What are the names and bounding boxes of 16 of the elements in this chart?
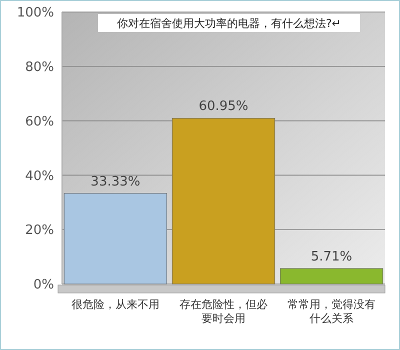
data-label: 5.71%	[310, 249, 352, 264]
x-tick-label: 很危险，从来不用	[71, 298, 160, 311]
data-label: 33.33%	[90, 174, 140, 190]
y-tick-label: 60%	[25, 114, 54, 130]
y-tick-label: 0%	[33, 278, 54, 293]
bar	[172, 118, 276, 284]
x-tick-label: 存在危险性，但必要时会用	[180, 298, 268, 325]
y-tick-label: 20%	[25, 223, 54, 238]
bar	[280, 268, 384, 284]
y-tick-label: 40%	[25, 168, 54, 184]
bar	[64, 193, 168, 284]
y-tick-label: 80%	[25, 60, 54, 75]
data-label: 60.95%	[198, 99, 248, 114]
x-tick-label: 常常用，觉得没有什么关系	[288, 298, 376, 325]
y-tick-label: 100%	[16, 6, 54, 21]
text: 你对在宿舍使用大功率的电器，有什么想法?↵	[116, 17, 342, 30]
